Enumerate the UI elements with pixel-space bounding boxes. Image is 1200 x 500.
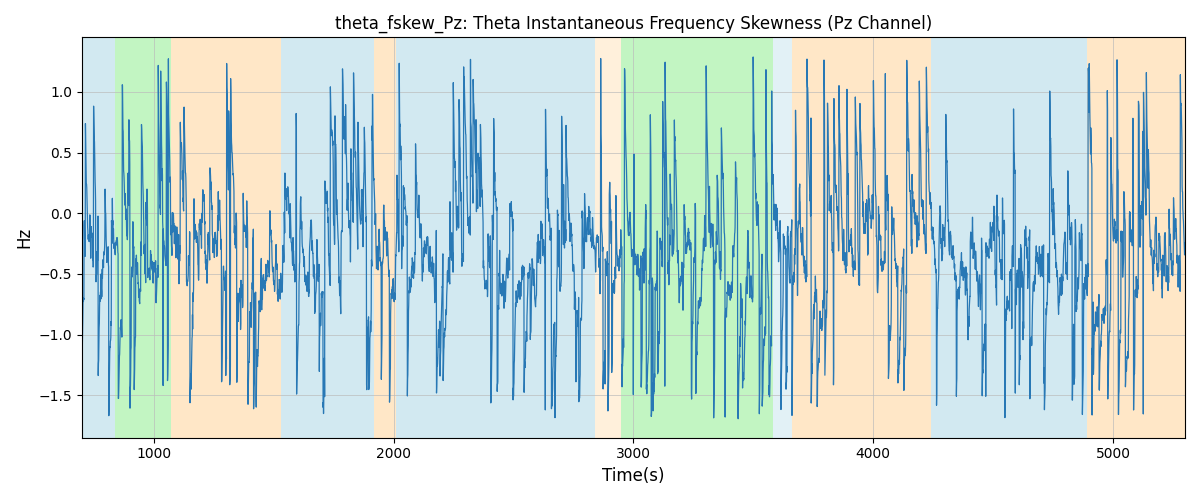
Bar xyxy=(595,38,622,438)
Bar xyxy=(773,38,792,438)
Bar xyxy=(650,38,773,438)
Bar xyxy=(931,38,1087,438)
Bar xyxy=(170,38,281,438)
Bar xyxy=(115,38,170,438)
Bar xyxy=(622,38,650,438)
Bar xyxy=(396,38,595,438)
Bar xyxy=(281,38,374,438)
Bar xyxy=(1087,38,1186,438)
X-axis label: Time(s): Time(s) xyxy=(602,467,665,485)
Bar xyxy=(374,38,396,438)
Title: theta_fskew_Pz: Theta Instantaneous Frequency Skewness (Pz Channel): theta_fskew_Pz: Theta Instantaneous Freq… xyxy=(335,15,932,34)
Bar xyxy=(82,38,115,438)
Y-axis label: Hz: Hz xyxy=(14,227,32,248)
Bar xyxy=(792,38,931,438)
